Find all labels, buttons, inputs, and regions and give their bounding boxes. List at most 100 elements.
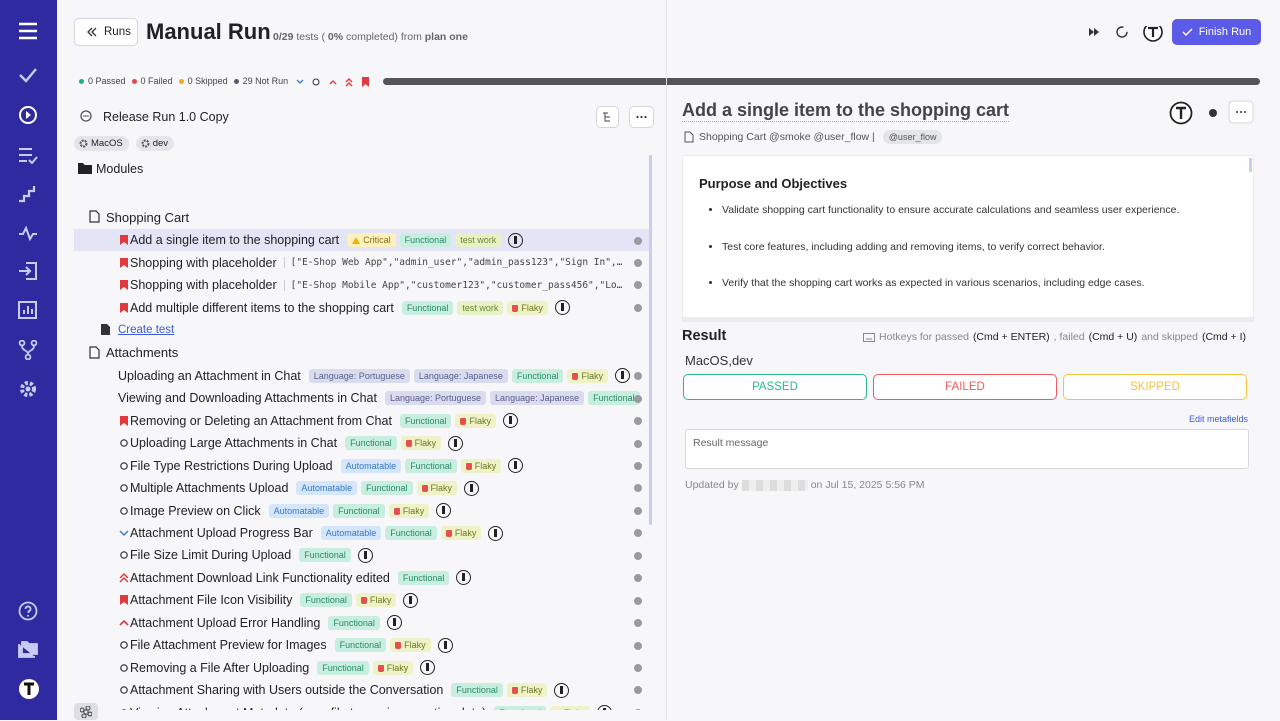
run-icon (80, 110, 92, 122)
assignee-avatar (508, 232, 524, 248)
more-button[interactable] (629, 106, 654, 128)
circle (120, 439, 128, 448)
edit-metafields[interactable]: Edit metafields (1188, 414, 1248, 424)
test-row[interactable]: Attachment File Icon Visibility Functiona… (74, 589, 652, 611)
test-row[interactable]: File Type Restrictions During Upload Auto… (74, 455, 652, 477)
test-tag: Functional (300, 593, 352, 608)
result-message[interactable]: Result message (685, 429, 1249, 469)
test-row[interactable]: Add a single item to the shopping cart Cr… (74, 229, 652, 252)
result-button[interactable]: PASSED (683, 374, 867, 400)
status-dot (634, 529, 642, 538)
test-row[interactable]: Add multiple different items to the shop… (74, 296, 652, 318)
test-title: Shopping with placeholder (130, 255, 277, 270)
nav-runs[interactable] (18, 105, 38, 125)
divider (666, 0, 667, 720)
test-tag: Functional (451, 683, 503, 698)
test-row[interactable]: Viewing and Downloading Attachments in C… (74, 387, 652, 409)
test-tag: Automatable (320, 526, 382, 541)
chevron (119, 619, 129, 626)
test-title: Removing or Deleting an Attachment from … (130, 413, 392, 428)
test-row[interactable]: File Attachment Preview for Images Functi… (74, 634, 652, 656)
tree-icon (603, 112, 610, 122)
nav-check[interactable] (18, 66, 38, 84)
fast-forward[interactable] (1089, 28, 1099, 36)
test-row[interactable]: Viewing Attachment Metadata (e.g., file … (74, 701, 652, 710)
test-row[interactable]: Removing a File After Uploading Functiona… (74, 656, 652, 678)
priority-icon (120, 439, 128, 448)
test-tag: Functional (511, 368, 564, 383)
run-tag-text: dev (152, 138, 169, 149)
circle (121, 708, 127, 710)
status-item: 0 Skipped (178, 76, 228, 86)
summary-text: tests ( (296, 31, 325, 43)
assignee-avatar (403, 592, 419, 608)
create-test[interactable]: Create test (74, 319, 652, 341)
gear (141, 139, 150, 148)
tree-toggle[interactable] (596, 106, 619, 128)
nav-import[interactable] (18, 262, 38, 280)
nav-settings[interactable] (18, 379, 38, 399)
test-row[interactable]: Attachment Upload Error Handling Function… (74, 612, 652, 634)
status-dot (79, 78, 84, 84)
priority-icon (120, 595, 128, 606)
back-button[interactable]: Runs (74, 18, 138, 46)
timer-button[interactable] (1209, 109, 1217, 117)
avatar[interactable] (18, 678, 40, 700)
check-icon (1182, 27, 1193, 36)
priority-icon (120, 280, 128, 291)
status-dot (634, 619, 642, 628)
doc (89, 210, 100, 223)
test-row[interactable]: Attachment Upload Progress Bar Automatabl… (74, 522, 652, 544)
finish-button[interactable]: Finish Run (1172, 19, 1261, 45)
test-row[interactable]: Removing or Deleting an Attachment from … (74, 410, 652, 432)
assignee-avatar (437, 637, 453, 653)
test-tag: Flaky (506, 683, 548, 698)
create-icon (101, 323, 110, 335)
menu-icon[interactable] (18, 22, 38, 40)
assignee-avatar (614, 368, 630, 384)
nav-plans[interactable] (18, 146, 38, 164)
test-tag: test work (457, 300, 504, 315)
help[interactable] (18, 601, 38, 621)
result-button[interactable]: FAILED (873, 374, 1057, 400)
test-tag: Automatable (268, 503, 330, 518)
test-tag: Functional (588, 391, 640, 406)
header-actions (1089, 26, 1163, 42)
hotkey-combo: (Cmd + U) (1088, 331, 1138, 343)
description-scroll (1249, 158, 1252, 172)
test-title: File Type Restrictions During Upload (130, 458, 333, 473)
status-dot (634, 394, 642, 403)
nav-branches[interactable] (18, 340, 38, 360)
timer[interactable] (1116, 26, 1128, 38)
projects[interactable] (18, 640, 38, 658)
nav-pulse[interactable] (18, 224, 38, 242)
test-row[interactable]: Shopping with placeholder ["E-Shop Web Ap… (74, 251, 652, 273)
suite-icon (89, 210, 100, 223)
nav-analytics[interactable] (18, 301, 38, 319)
test-row[interactable]: Uploading Large Attachments in Chat Funct… (74, 432, 652, 454)
nav-steps[interactable] (18, 185, 38, 203)
test-row[interactable]: Attachment Sharing with Users outside th… (74, 679, 652, 701)
test-row[interactable]: Shopping with placeholder ["E-Shop Mobile… (74, 274, 652, 296)
result-button[interactable]: SKIPPED (1063, 374, 1247, 400)
test-row[interactable]: Multiple Attachments Upload Automatable Fu… (74, 477, 652, 499)
test-tree: Shopping Cart Add a single item to the sh… (74, 205, 652, 710)
gear (79, 139, 88, 148)
test-row[interactable]: Image Preview on Click Automatable Functio… (74, 499, 652, 521)
command-key[interactable] (74, 703, 98, 720)
resize-handle[interactable] (682, 318, 1254, 322)
test-tag: Flaky (455, 413, 496, 428)
priority-icon (119, 530, 129, 537)
test-tag: Functional (333, 503, 385, 518)
hotkeys: Hotkeys for passed (Cmd + ENTER), failed(… (863, 331, 1246, 343)
test-tag: test work (455, 233, 502, 248)
test-row[interactable]: Attachment Download Link Functionality e… (74, 567, 652, 589)
status-dot (634, 439, 642, 448)
test-row[interactable]: Uploading an Attachment in Chat Language:… (74, 365, 652, 387)
test-row[interactable]: File Size Limit During Upload Functional (74, 544, 652, 566)
test-tag: Functional (299, 548, 351, 563)
test-tag: Language: Japanese (490, 391, 585, 406)
test-title: File Size Limit During Upload (130, 548, 292, 563)
assignee-avatar (554, 682, 570, 698)
status-dot (634, 506, 642, 515)
